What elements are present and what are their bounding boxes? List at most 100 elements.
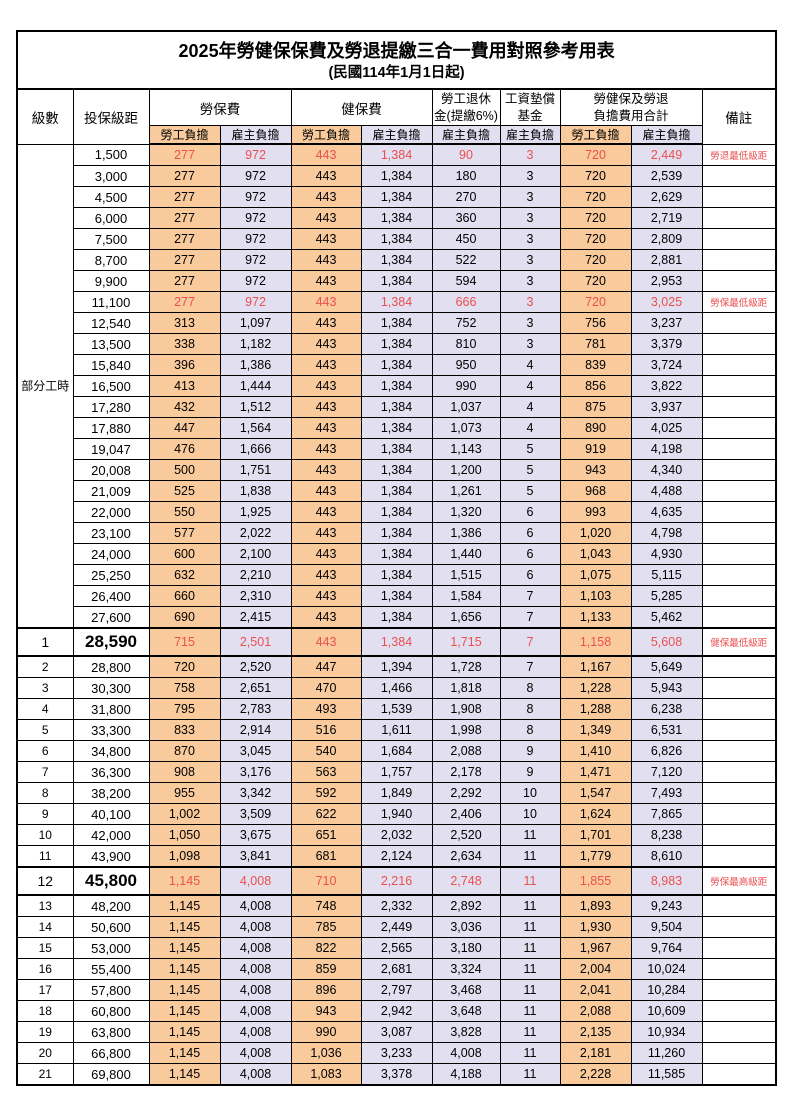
wage-fund-employer-cell: 3 [499, 207, 561, 229]
total-employer-cell: 10,609 [630, 1000, 703, 1022]
table-row: 22,000 550 1,925 443 1,384 1,320 6 993 4,635 [17, 501, 777, 523]
table-row: 15,840 396 1,386 443 1,384 950 4 839 3,724 [17, 354, 777, 376]
bracket-cell: 13,500 [72, 333, 150, 355]
subheader-wage-fund-employer: 雇主負擔 [499, 125, 561, 145]
wage-fund-employer-cell: 6 [499, 564, 561, 586]
total-employer-cell: 7,120 [630, 761, 703, 783]
table-row: 2 28,800 720 2,520 447 1,394 1,728 7 1,167 5,649 [16, 655, 777, 678]
total-employer-cell: 6,238 [630, 698, 703, 720]
labor-worker-cell: 1,145 [148, 894, 221, 917]
remark-cell [701, 655, 777, 678]
table-row: 16,500 413 1,444 443 1,384 990 4 856 3,822 [17, 375, 777, 397]
total-worker-cell: 720 [559, 228, 632, 250]
labor-worker-cell: 277 [148, 143, 221, 166]
labor-employer-cell: 2,210 [219, 564, 292, 586]
labor-employer-cell: 1,666 [219, 438, 292, 460]
level-cell: 12 [16, 866, 74, 896]
table-row: 3 30,300 758 2,651 470 1,466 1,818 8 1,228 5,943 [16, 677, 777, 699]
labor-employer-cell: 3,509 [219, 803, 292, 825]
total-employer-cell: 3,724 [630, 354, 703, 376]
pension-employer-cell: 1,715 [431, 627, 501, 657]
wage-fund-employer-cell: 7 [499, 585, 561, 607]
health-worker-cell: 443 [290, 207, 362, 229]
total-worker-cell: 2,004 [559, 958, 632, 980]
health-worker-cell: 443 [290, 270, 362, 292]
total-worker-cell: 2,228 [559, 1063, 632, 1086]
remark-cell [701, 417, 777, 439]
health-employer-cell: 1,394 [360, 655, 433, 678]
premium-table: 2025年勞健保保費及勞退提繳三合一費用對照參考用表 (民國114年1月1日起)… [16, 30, 778, 1086]
health-employer-cell: 2,332 [360, 894, 433, 917]
level-cell: 2 [16, 655, 74, 678]
total-employer-cell: 3,379 [630, 333, 703, 355]
health-worker-cell: 443 [290, 459, 362, 481]
health-worker-cell: 443 [290, 585, 362, 607]
bracket-cell: 53,000 [72, 937, 150, 959]
table-row: 16 55,400 1,145 4,008 859 2,681 3,324 11 2,004 10… [16, 958, 777, 980]
total-worker-cell: 1,547 [559, 782, 632, 804]
level-cell: 11 [16, 845, 74, 868]
labor-worker-cell: 660 [148, 585, 221, 607]
remark-cell [701, 916, 777, 938]
health-employer-cell: 3,087 [360, 1021, 433, 1043]
labor-employer-cell: 972 [219, 143, 292, 166]
wage-fund-employer-cell: 11 [499, 916, 561, 938]
total-worker-cell: 756 [559, 312, 632, 334]
labor-employer-cell: 4,008 [219, 916, 292, 938]
health-worker-cell: 493 [290, 698, 362, 720]
health-employer-cell: 1,384 [360, 438, 433, 460]
bracket-cell: 27,600 [72, 606, 150, 629]
wage-fund-employer-cell: 3 [499, 143, 561, 166]
health-worker-cell: 896 [290, 979, 362, 1001]
total-header-line2: 負擔費用合計 [593, 108, 669, 123]
level-cell: 14 [16, 916, 74, 938]
health-employer-cell: 1,757 [360, 761, 433, 783]
labor-employer-cell: 2,783 [219, 698, 292, 720]
labor-worker-cell: 908 [148, 761, 221, 783]
page-subtitle: (民國114年1月1日起) [328, 64, 465, 81]
labor-worker-cell: 1,145 [148, 958, 221, 980]
health-employer-cell: 2,216 [360, 866, 433, 896]
total-worker-cell: 890 [559, 417, 632, 439]
pension-employer-cell: 522 [431, 249, 501, 271]
labor-employer-cell: 1,386 [219, 354, 292, 376]
pension-employer-cell: 4,188 [431, 1063, 501, 1086]
wage-fund-employer-cell: 8 [499, 719, 561, 741]
health-worker-cell: 443 [290, 396, 362, 418]
level-cell: 7 [16, 761, 74, 783]
table-row: 17 57,800 1,145 4,008 896 2,797 3,468 11 2,041 10… [16, 979, 777, 1001]
total-worker-cell: 968 [559, 480, 632, 502]
table-row: 14 50,600 1,145 4,008 785 2,449 3,036 11 1,930 9,… [16, 916, 777, 938]
remark-cell [701, 480, 777, 502]
labor-employer-cell: 4,008 [219, 1021, 292, 1043]
table-row: 7 36,300 908 3,176 563 1,757 2,178 9 1,471 7,120 [16, 761, 777, 783]
level-cell: 5 [16, 719, 74, 741]
labor-worker-cell: 1,145 [148, 1000, 221, 1022]
labor-employer-cell: 972 [219, 165, 292, 187]
remark-cell [701, 165, 777, 187]
total-worker-cell: 1,930 [559, 916, 632, 938]
total-worker-cell: 1,855 [559, 866, 632, 896]
total-employer-cell: 10,284 [630, 979, 703, 1001]
remark-cell [701, 803, 777, 825]
labor-employer-cell: 972 [219, 249, 292, 271]
total-header-line1: 勞健保及勞退 [593, 92, 669, 107]
table-row: 4 31,800 795 2,783 493 1,539 1,908 8 1,288 6,238 [16, 698, 777, 720]
total-employer-cell: 2,629 [630, 186, 703, 208]
labor-worker-cell: 338 [148, 333, 221, 355]
premium-reference-sheet: 2025年勞健保保費及勞退提繳三合一費用對照參考用表 (民國114年1月1日起)… [16, 30, 778, 1086]
level-cell: 6 [16, 740, 74, 762]
health-employer-cell: 2,449 [360, 916, 433, 938]
pension-employer-cell: 990 [431, 375, 501, 397]
total-employer-cell: 4,340 [630, 459, 703, 481]
bracket-cell: 23,100 [72, 522, 150, 544]
pension-header-line2: 金(提繳6%) [434, 108, 498, 123]
total-employer-cell: 4,025 [630, 417, 703, 439]
level-cell: 1 [16, 627, 74, 657]
labor-worker-cell: 833 [148, 719, 221, 741]
bracket-cell: 11,100 [72, 291, 150, 313]
wage-fund-employer-cell: 3 [499, 333, 561, 355]
health-employer-cell: 2,942 [360, 1000, 433, 1022]
health-employer-cell: 1,384 [360, 501, 433, 523]
total-worker-cell: 720 [559, 207, 632, 229]
